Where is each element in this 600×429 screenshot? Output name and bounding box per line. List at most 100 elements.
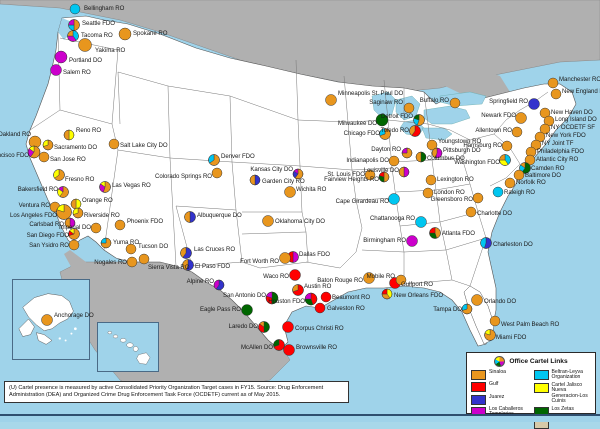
cartel-pie-marker[interactable] (64, 217, 76, 229)
cartel-pie-marker[interactable] (282, 321, 295, 334)
cartel-pie-marker[interactable] (489, 315, 501, 327)
cartel-pie-marker[interactable] (262, 215, 275, 228)
cartel-pie-marker[interactable] (375, 113, 389, 127)
cartel-pie-marker[interactable] (422, 187, 434, 199)
cartel-pie-marker[interactable] (211, 167, 223, 179)
cartel-pie-marker[interactable] (249, 174, 261, 186)
cartel-pie-marker[interactable] (378, 171, 390, 183)
cartel-pie-marker[interactable] (265, 291, 279, 305)
cartel-pie-marker[interactable] (125, 243, 137, 255)
cartel-pie-marker[interactable] (413, 114, 426, 127)
cartel-pie-marker[interactable] (499, 154, 512, 167)
cartel-pie-marker[interactable] (388, 193, 401, 206)
cartel-pie-marker[interactable] (63, 129, 75, 141)
cartel-pie-marker[interactable] (501, 140, 513, 152)
cartel-pie-marker[interactable] (27, 145, 41, 159)
cartel-pie-marker[interactable] (314, 302, 326, 314)
cartel-pie-marker[interactable] (108, 138, 120, 150)
cartel-pie-marker[interactable] (90, 222, 102, 234)
cartel-pie-marker[interactable] (38, 151, 50, 163)
cartel-pie-marker[interactable] (524, 154, 536, 166)
cartel-pie-marker[interactable] (100, 237, 112, 249)
cartel-pie-marker[interactable] (511, 126, 523, 138)
office-label: McAllen DO (240, 343, 273, 351)
cartel-pie-marker[interactable] (381, 288, 393, 300)
cartel-pie-marker[interactable] (325, 94, 338, 107)
cartel-pie-marker[interactable] (72, 207, 84, 219)
cartel-pie-marker[interactable] (304, 292, 318, 306)
office-label: New Orleans FDO (394, 291, 444, 299)
office-label: El Paso FDO (195, 262, 231, 270)
cartel-pie-marker[interactable] (99, 181, 112, 194)
cartel-pie-marker[interactable] (461, 303, 473, 315)
cartel-pie-marker[interactable] (398, 166, 410, 178)
cartel-pie-marker[interactable] (539, 123, 551, 135)
cartel-pie-marker[interactable] (57, 186, 70, 199)
cartel-pie-marker[interactable] (289, 269, 302, 282)
cartel-pie-marker[interactable] (283, 344, 296, 357)
cartel-pie-marker[interactable] (184, 211, 197, 224)
cartel-pie-marker[interactable] (395, 274, 407, 286)
cartel-pie-marker[interactable] (403, 102, 415, 114)
cartel-pie-marker[interactable] (273, 339, 286, 352)
cartel-pie-marker[interactable] (320, 291, 332, 303)
cartel-pie-marker[interactable] (284, 186, 297, 199)
cartel-pie-marker[interactable] (547, 77, 559, 89)
cartel-pie-marker[interactable] (431, 147, 443, 159)
cartel-pie-marker[interactable] (53, 169, 66, 182)
cartel-pie-marker[interactable] (528, 98, 541, 111)
cartel-pie-marker[interactable] (279, 252, 292, 265)
cartel-pie-marker[interactable] (409, 125, 422, 138)
cartel-pie-marker[interactable] (54, 50, 68, 64)
cartel-pie-marker[interactable] (208, 154, 221, 167)
legend-item: Cartel Jalisco Nueva Generacion-Los Cuin… (533, 382, 592, 404)
cartel-pie-marker[interactable] (138, 253, 150, 265)
cartel-pie-marker[interactable] (42, 139, 54, 151)
cartel-pie-marker[interactable] (379, 128, 392, 141)
cartel-pie-marker[interactable] (180, 247, 193, 260)
cartel-pie-marker[interactable] (182, 259, 195, 272)
cartel-pie-marker[interactable] (213, 279, 225, 291)
office-label: New England FDO (562, 87, 600, 95)
cartel-pie-marker[interactable] (363, 272, 376, 285)
cartel-pie-marker[interactable] (364, 169, 376, 181)
cartel-pie-marker[interactable] (550, 88, 562, 100)
cartel-pie-marker[interactable] (426, 139, 438, 151)
office-label: Bakersfield RO (17, 185, 58, 193)
cartel-pie-marker[interactable] (67, 30, 80, 43)
cartel-pie-marker[interactable] (449, 97, 461, 109)
cartel-pie-marker[interactable] (78, 38, 93, 53)
cartel-pie-marker[interactable] (415, 151, 427, 163)
cartel-pie-marker[interactable] (484, 329, 497, 342)
cartel-pie-marker[interactable] (515, 112, 528, 125)
cartel-pie-marker[interactable] (406, 235, 419, 248)
office-label: Harrisburg RO (463, 141, 502, 149)
cartel-pie-marker[interactable] (258, 321, 271, 334)
cartel-pie-marker[interactable] (118, 27, 132, 41)
cartel-pie-marker[interactable] (401, 147, 413, 159)
cartel-pie-marker[interactable] (68, 239, 80, 251)
cartel-pie-marker[interactable] (415, 216, 428, 229)
cartel-pie-marker[interactable] (513, 169, 525, 181)
cartel-pie-marker[interactable] (504, 177, 516, 189)
cartel-pie-marker[interactable] (50, 64, 63, 77)
cartel-pie-marker[interactable] (429, 227, 442, 240)
office-label: Colorado Springs RO (155, 172, 212, 180)
cartel-pie-marker[interactable] (126, 256, 138, 268)
cartel-pie-marker[interactable] (425, 174, 437, 186)
cartel-pie-marker[interactable] (492, 186, 504, 198)
cartel-pie-marker[interactable] (388, 155, 400, 167)
cartel-pie-marker[interactable] (472, 192, 484, 204)
cartel-pie-marker[interactable] (292, 168, 304, 180)
cartel-pie-marker[interactable] (480, 237, 493, 250)
cartel-pie-marker[interactable] (114, 219, 126, 231)
cartel-pie-marker[interactable] (68, 228, 81, 241)
cartel-pie-marker[interactable] (465, 206, 477, 218)
cartel-pie-marker[interactable] (56, 204, 73, 221)
office-label: Brownsville RO (296, 343, 337, 351)
cartel-pie-marker[interactable] (69, 3, 81, 15)
cartel-pie-marker[interactable] (41, 314, 54, 327)
cartel-pie-marker[interactable] (471, 294, 484, 307)
cartel-pie-marker[interactable] (292, 284, 305, 297)
cartel-pie-marker[interactable] (241, 304, 254, 317)
